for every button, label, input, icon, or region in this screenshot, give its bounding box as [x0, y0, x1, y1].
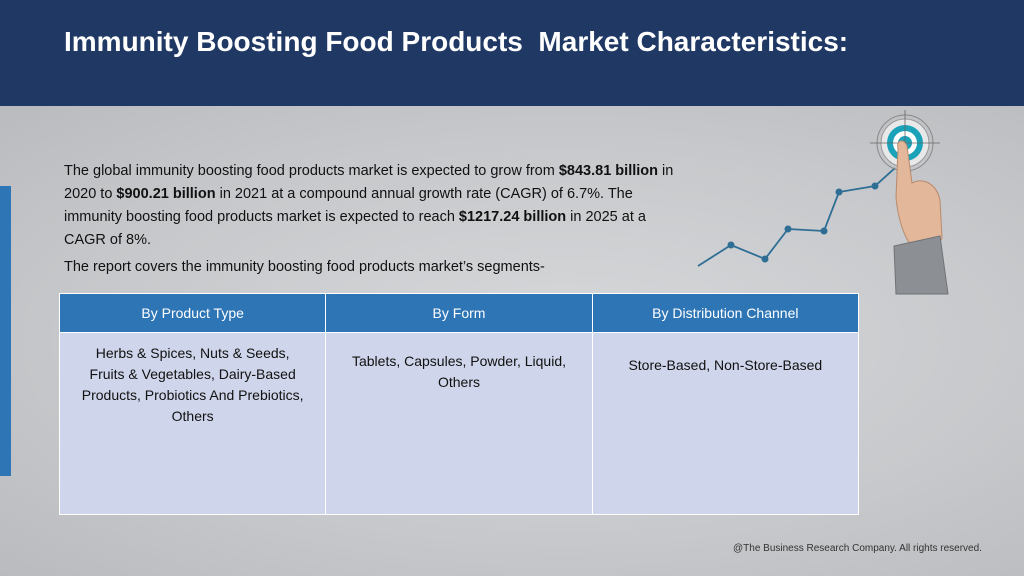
hand-pointing-target-icon — [870, 110, 949, 295]
summary-text: in 2020 to — [64, 163, 674, 202]
value-2020: $843.81 billion — [558, 163, 658, 179]
copyright-footer: @The Business Research Company. All righ… — [733, 543, 982, 554]
value-2025: $1217.24 billion — [458, 209, 567, 225]
segments-intro: The report covers the immunity boosting … — [64, 259, 545, 275]
header-form: By Form — [325, 293, 593, 333]
cell-form: Tablets, Capsules, Powder, Liquid, Other… — [325, 332, 593, 515]
header-bar: Immunity Boosting Food Products Market C… — [0, 0, 1024, 106]
header-product-type: By Product Type — [58, 293, 327, 333]
summary-text: in 2025 at a CAGR of 8%. — [64, 209, 646, 248]
summary-text: The global immunity boosting food produc… — [64, 163, 559, 179]
cell-product-type: Herbs & Spices, Nuts & Seeds, Fruits & V… — [58, 332, 327, 515]
header-distribution-channel: By Distribution Channel — [591, 293, 860, 333]
cell-distribution-channel: Store-Based, Non-Store-Based — [591, 332, 860, 515]
segments-header-row: By Product Type By Form By Distribution … — [58, 293, 860, 333]
segments-table: By Product Type By Form By Distribution … — [58, 293, 860, 515]
market-summary-paragraph: The global immunity boosting food produc… — [64, 160, 674, 252]
growth-line-icon — [697, 167, 896, 267]
growth-graphic — [697, 110, 949, 295]
segments-values-row: Herbs & Spices, Nuts & Seeds, Fruits & V… — [58, 332, 860, 515]
accent-side-bar — [0, 186, 11, 476]
value-2021: $900.21 billion — [116, 186, 216, 202]
page-title: Immunity Boosting Food Products Market C… — [64, 26, 849, 57]
summary-text: in 2021 at a compound annual growth rate… — [64, 186, 633, 225]
